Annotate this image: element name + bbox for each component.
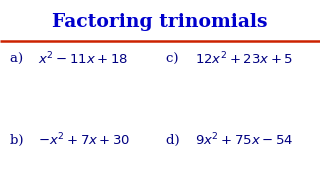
Text: $9x^{2} + 75x - 54$: $9x^{2} + 75x - 54$ bbox=[195, 132, 293, 149]
Text: c): c) bbox=[166, 53, 186, 66]
Text: $12x^{2} + 23x + 5$: $12x^{2} + 23x + 5$ bbox=[195, 51, 293, 68]
Text: a): a) bbox=[10, 53, 29, 66]
Text: $-x^{2} + 7x + 30$: $-x^{2} + 7x + 30$ bbox=[38, 132, 131, 149]
Text: d): d) bbox=[166, 134, 187, 147]
Text: b): b) bbox=[10, 134, 30, 147]
Text: $x^{2} - 11x + 18$: $x^{2} - 11x + 18$ bbox=[38, 51, 129, 68]
Text: Factoring trinomials: Factoring trinomials bbox=[52, 13, 268, 31]
